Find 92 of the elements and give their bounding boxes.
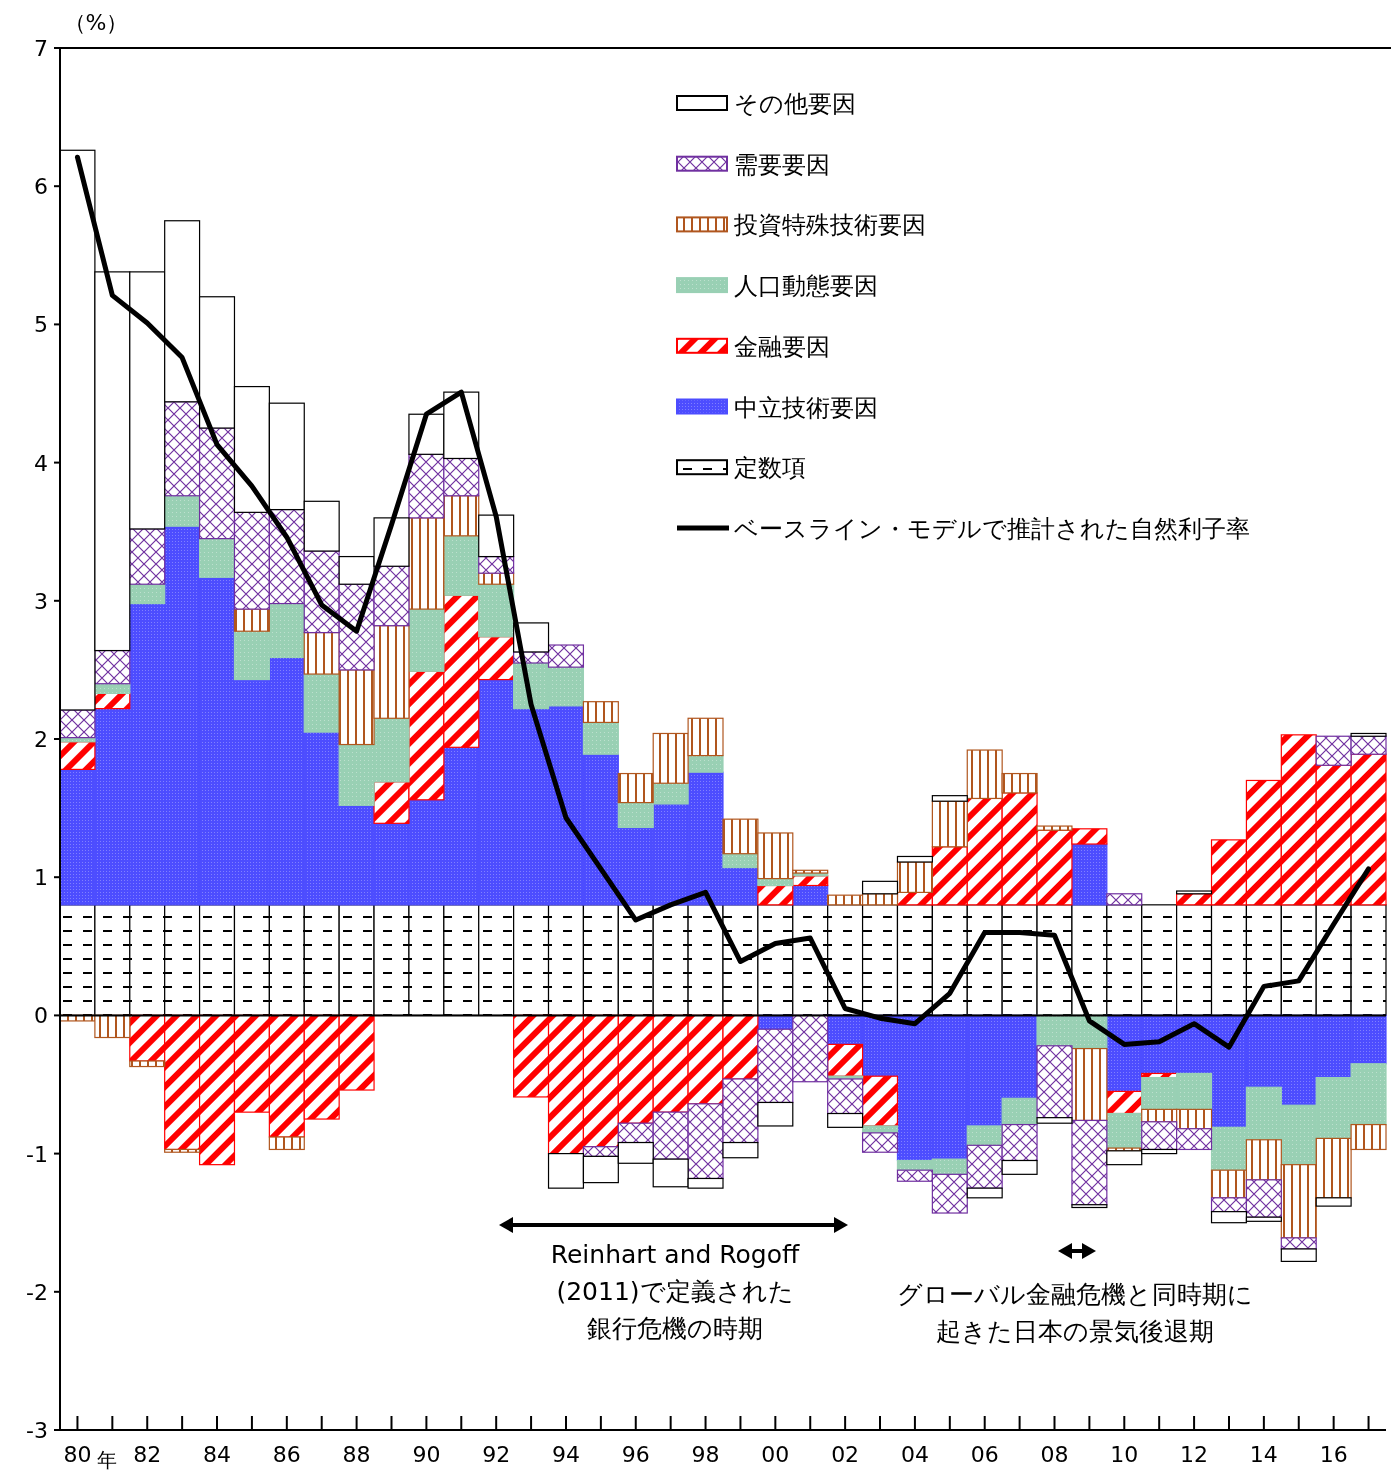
x-tick-label: 06	[970, 1442, 999, 1467]
bar	[1071, 1047, 1108, 1122]
bar	[931, 795, 968, 802]
bar	[303, 673, 340, 733]
bar	[757, 884, 794, 906]
bar	[129, 583, 166, 605]
x-tick-label: 86	[272, 1442, 301, 1467]
bar	[1315, 1197, 1352, 1207]
x-tick-label: 90	[412, 1442, 441, 1467]
bar	[129, 528, 166, 585]
annotation: (2011)で定義された	[556, 1277, 794, 1306]
x-tick-label: 04	[900, 1442, 929, 1467]
bar	[722, 853, 759, 869]
bar	[827, 1112, 864, 1128]
y-tick-label: 5	[34, 312, 48, 338]
bar	[1071, 1119, 1108, 1206]
bar	[931, 800, 968, 848]
bar	[1071, 1204, 1108, 1209]
legend-label: 中立技術要因	[734, 393, 878, 422]
bar	[861, 1132, 899, 1153]
annotation: 起きた日本の景気後退期	[936, 1317, 1214, 1346]
x-axis-title: 年	[97, 1448, 118, 1472]
bar	[164, 495, 201, 527]
bar	[1071, 843, 1108, 906]
bar	[966, 1125, 1003, 1146]
bar	[164, 1148, 201, 1153]
legend-label: ベースライン・モデルで推計された自然利子率	[734, 514, 1250, 543]
bar	[1280, 1248, 1317, 1262]
x-tick-label: 16	[1319, 1442, 1348, 1467]
x-tick-label: 12	[1180, 1442, 1209, 1467]
x-tick-label: 08	[1040, 1442, 1069, 1467]
bar	[896, 855, 933, 863]
legend-label: 人口動態要因	[734, 272, 878, 301]
legend-label: 定数項	[734, 454, 806, 483]
legend-label: 投資特殊技術要因	[733, 211, 926, 240]
bar	[59, 741, 96, 770]
y-tick-label: 0	[34, 1003, 48, 1029]
y-tick-label: 3	[34, 588, 48, 614]
annotation: Reinhart and Rogoff	[550, 1240, 801, 1269]
bar	[1036, 825, 1073, 831]
annotation: グローバル金融危機と同時期に	[897, 1280, 1253, 1309]
bar	[1350, 732, 1387, 737]
bar	[1036, 1117, 1073, 1124]
y-tick-label: 6	[34, 174, 48, 200]
y-tick-label: 2	[34, 727, 48, 752]
bar	[827, 1043, 864, 1077]
bar	[408, 608, 445, 672]
bar	[268, 1136, 305, 1151]
x-tick-label: 14	[1249, 1442, 1278, 1467]
bar	[861, 1075, 899, 1127]
bar	[94, 649, 131, 685]
y-tick-label: -3	[26, 1418, 48, 1443]
y-axis-title: （%）	[63, 10, 129, 35]
bar	[198, 538, 236, 578]
x-tick-label: 98	[691, 1442, 720, 1467]
bar	[233, 608, 270, 632]
bar	[722, 1141, 759, 1159]
y-tick-label: -2	[26, 1279, 48, 1305]
bar	[861, 880, 899, 895]
bar	[1036, 1045, 1073, 1119]
bar	[687, 754, 724, 773]
bar	[59, 709, 96, 739]
x-tick-label: 10	[1110, 1442, 1139, 1467]
bar	[582, 721, 619, 755]
bar	[1280, 1237, 1317, 1250]
x-tick-label: 88	[342, 1442, 371, 1467]
y-tick-label: 1	[34, 865, 48, 891]
bar	[966, 1187, 1003, 1199]
bar	[1001, 1159, 1038, 1175]
bar	[792, 875, 829, 887]
legend-label: 需要要因	[734, 150, 830, 179]
x-tick-label: 96	[621, 1442, 650, 1467]
x-tick-label: 02	[831, 1442, 860, 1467]
x-tick-label: 80	[63, 1442, 92, 1467]
bar	[129, 1060, 166, 1068]
bar	[1106, 893, 1143, 906]
legend-label: 金融要因	[734, 332, 830, 361]
y-tick-label: 7	[34, 36, 48, 61]
x-tick-label: 92	[482, 1442, 511, 1467]
x-tick-label: 84	[203, 1442, 232, 1467]
y-tick-label: 4	[34, 450, 48, 476]
bar	[1106, 1112, 1143, 1149]
bar	[1176, 890, 1213, 895]
bar	[582, 701, 619, 724]
x-tick-label: 82	[133, 1442, 162, 1467]
annotation: 銀行危機の時期	[587, 1314, 763, 1343]
bar	[896, 861, 933, 893]
x-tick-label: 00	[761, 1442, 790, 1467]
legend-label: その他要因	[734, 90, 856, 118]
x-tick-label: 94	[551, 1442, 580, 1467]
bar	[757, 1101, 794, 1127]
y-tick-label: -1	[26, 1141, 48, 1167]
